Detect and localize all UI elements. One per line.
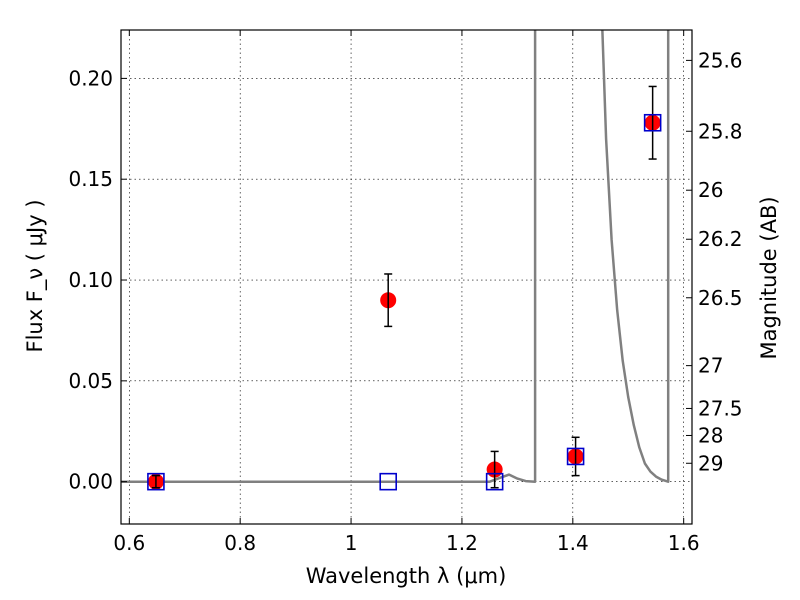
model-square [147, 472, 165, 491]
y-tick-label: 0.10 [68, 268, 113, 292]
mag-tick-label: 27.5 [698, 396, 743, 420]
model-square [485, 472, 504, 491]
model-square [643, 113, 662, 132]
plot-frame [120, 29, 693, 525]
x-tick-label: 0.6 [113, 531, 145, 555]
flux-point [380, 273, 397, 328]
model-square [379, 472, 398, 491]
x-tick-label: 1 [345, 531, 358, 555]
flux-point [147, 473, 164, 490]
y-axis-label: Flux F_ν ( μJy ) [23, 199, 48, 352]
x-tick-label: 0.8 [224, 531, 256, 555]
y-tick-label: 0.00 [68, 470, 113, 494]
mag-tick-label: 25.8 [698, 119, 743, 143]
mag-tick-label: 26 [698, 178, 723, 202]
y-tick-label: 0.05 [68, 369, 113, 393]
mag-tick-label: 27 [698, 354, 723, 378]
data-points [147, 85, 662, 491]
mag-tick-label: 26.2 [698, 227, 743, 251]
model-spectrum [121, 30, 670, 483]
grid [121, 30, 692, 524]
right-axis-label: Magnitude (AB) [757, 196, 781, 359]
x-axis-label: Wavelength λ (μm) [306, 564, 507, 588]
mag-tick-label: 29 [698, 451, 723, 475]
flux-point [567, 436, 584, 477]
mag-tick-label: 26.5 [698, 286, 743, 310]
mag-tick-label: 28 [698, 423, 723, 447]
mag-tick-label: 25.6 [698, 48, 743, 72]
x-tick-label: 1.4 [557, 531, 589, 555]
model-square [566, 447, 585, 466]
flux-point [644, 85, 661, 160]
x-tick-label: 1.6 [668, 531, 700, 555]
model-curve [121, 30, 670, 483]
ticks [121, 30, 692, 524]
y-tick-label: 0.20 [68, 66, 113, 90]
tick-labels: 0.6 0.8 1 1.2 1.4 1.6 0.00 0.05 0.10 0.15 0.20 25.6… [68, 48, 742, 555]
y-tick-label: 0.15 [68, 167, 113, 191]
x-tick-label: 1.2 [446, 531, 478, 555]
